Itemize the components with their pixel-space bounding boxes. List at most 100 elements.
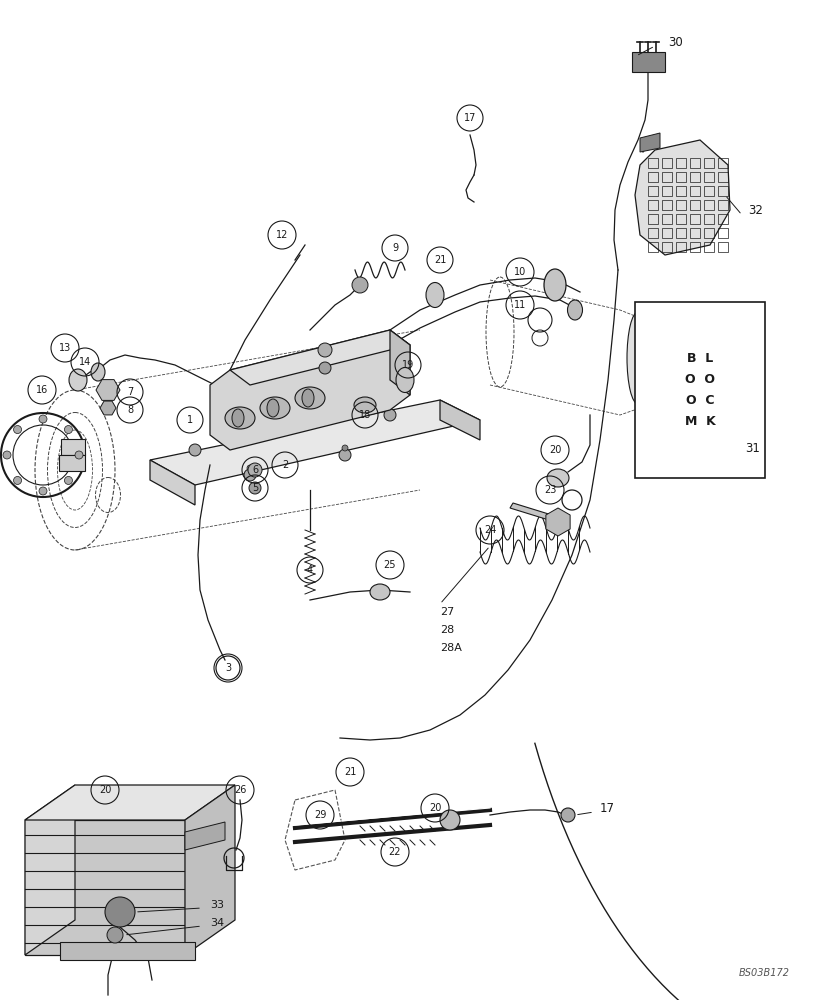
Text: 33: 33: [210, 900, 224, 910]
Polygon shape: [210, 330, 410, 450]
Circle shape: [319, 362, 331, 374]
Bar: [676, 200, 686, 210]
Bar: [662, 242, 672, 252]
Bar: [718, 172, 728, 182]
Bar: [648, 228, 658, 238]
Bar: [648, 186, 658, 196]
Text: 28A: 28A: [440, 643, 462, 653]
Polygon shape: [150, 400, 480, 485]
Polygon shape: [545, 508, 570, 536]
Polygon shape: [440, 400, 480, 440]
Ellipse shape: [426, 282, 444, 308]
Ellipse shape: [302, 389, 314, 407]
Text: 29: 29: [314, 810, 326, 820]
Text: 2: 2: [282, 460, 288, 470]
Circle shape: [39, 487, 47, 495]
Polygon shape: [25, 785, 235, 820]
Bar: [676, 186, 686, 196]
Circle shape: [342, 445, 348, 451]
Bar: [690, 158, 700, 168]
Text: 14: 14: [79, 357, 91, 367]
Text: 20: 20: [549, 445, 561, 455]
Bar: [648, 172, 658, 182]
Polygon shape: [25, 820, 185, 955]
Bar: [690, 172, 700, 182]
Polygon shape: [632, 52, 665, 72]
Ellipse shape: [547, 469, 569, 487]
Text: 17: 17: [600, 802, 615, 814]
Ellipse shape: [568, 300, 583, 320]
Circle shape: [244, 469, 256, 481]
Ellipse shape: [627, 312, 649, 404]
Circle shape: [75, 451, 83, 459]
Text: 10: 10: [514, 267, 527, 277]
Text: 7: 7: [127, 387, 133, 397]
Polygon shape: [185, 822, 225, 850]
Polygon shape: [96, 380, 120, 400]
Circle shape: [352, 277, 368, 293]
Text: 6: 6: [252, 465, 258, 475]
Bar: [718, 228, 728, 238]
Text: 17: 17: [464, 113, 476, 123]
Bar: [676, 228, 686, 238]
Text: 32: 32: [748, 204, 763, 217]
Bar: [704, 228, 714, 238]
Bar: [690, 242, 700, 252]
Ellipse shape: [69, 369, 87, 391]
Circle shape: [64, 426, 73, 434]
Polygon shape: [635, 140, 730, 255]
Circle shape: [247, 465, 253, 471]
Circle shape: [561, 808, 575, 822]
Bar: [662, 186, 672, 196]
Text: 26: 26: [234, 785, 246, 795]
Bar: [676, 242, 686, 252]
Text: 3: 3: [225, 663, 231, 673]
Circle shape: [39, 415, 47, 423]
Bar: [704, 158, 714, 168]
Polygon shape: [640, 133, 660, 152]
Text: 27: 27: [440, 607, 454, 617]
Bar: [690, 228, 700, 238]
Text: 19: 19: [402, 360, 414, 370]
Bar: [662, 172, 672, 182]
Text: 4: 4: [307, 565, 313, 575]
Text: 21: 21: [433, 255, 446, 265]
Bar: [704, 186, 714, 196]
Bar: [662, 214, 672, 224]
Circle shape: [13, 476, 21, 484]
Text: 16: 16: [36, 385, 48, 395]
Bar: [704, 214, 714, 224]
Bar: [648, 242, 658, 252]
Circle shape: [339, 449, 351, 461]
Bar: [676, 172, 686, 182]
Bar: [718, 200, 728, 210]
Bar: [662, 200, 672, 210]
Circle shape: [64, 476, 73, 484]
FancyBboxPatch shape: [61, 439, 85, 455]
Text: 34: 34: [210, 918, 224, 928]
Ellipse shape: [267, 399, 279, 417]
Polygon shape: [60, 942, 195, 960]
Text: 12: 12: [276, 230, 288, 240]
Circle shape: [384, 409, 396, 421]
Bar: [704, 242, 714, 252]
Circle shape: [105, 897, 135, 927]
Text: 5: 5: [252, 483, 258, 493]
Ellipse shape: [260, 397, 290, 419]
Bar: [704, 172, 714, 182]
Text: BS03B172: BS03B172: [739, 968, 790, 978]
Circle shape: [248, 463, 262, 477]
Text: 9: 9: [392, 243, 398, 253]
Text: 18: 18: [359, 410, 371, 420]
Bar: [718, 242, 728, 252]
Polygon shape: [230, 330, 410, 385]
Text: 23: 23: [544, 485, 556, 495]
Bar: [648, 158, 658, 168]
Circle shape: [249, 482, 261, 494]
Text: 30: 30: [668, 35, 683, 48]
Text: B  L
O  O
O  C
M  K: B L O O O C M K: [685, 352, 715, 428]
Circle shape: [189, 444, 201, 456]
Bar: [662, 228, 672, 238]
Ellipse shape: [225, 407, 255, 429]
Ellipse shape: [370, 584, 390, 600]
